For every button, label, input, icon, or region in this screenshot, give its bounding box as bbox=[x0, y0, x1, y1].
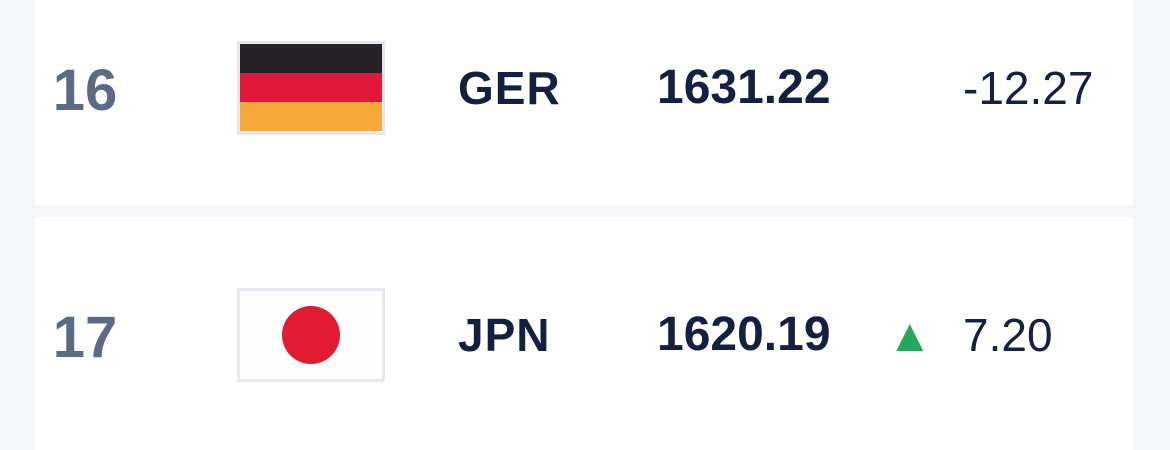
trend-arrow-icon: ▲ bbox=[887, 308, 933, 361]
points-change-cell: ▲ 7.20 bbox=[887, 308, 1133, 362]
japan-flag-icon bbox=[237, 287, 385, 382]
ranking-row-germany[interactable]: 16 GER 1631.22 -12.27 bbox=[35, 0, 1133, 205]
rank-number: 16 bbox=[52, 58, 118, 123]
germany-flag-black-stripe bbox=[240, 43, 382, 73]
points-value: 1620.19 bbox=[657, 308, 831, 361]
points-value: 1631.22 bbox=[657, 61, 831, 114]
ranking-table: 16 GER 1631.22 -12.27 17 JPN 1620.19 bbox=[35, 0, 1133, 450]
country-code: GER bbox=[458, 61, 561, 114]
germany-flag-red-stripe bbox=[240, 72, 382, 103]
points-change-cell: -12.27 bbox=[887, 61, 1133, 115]
ranking-row-japan[interactable]: 17 JPN 1620.19 ▲ 7.20 bbox=[35, 217, 1133, 450]
rank-number: 17 bbox=[52, 305, 118, 370]
change-value: -12.27 bbox=[963, 61, 1094, 114]
japan-flag-field bbox=[240, 290, 382, 379]
change-value: 7.20 bbox=[963, 308, 1053, 361]
country-code: JPN bbox=[458, 308, 551, 361]
germany-flag-icon bbox=[237, 40, 385, 135]
germany-flag-gold-stripe bbox=[240, 102, 382, 132]
japan-flag-sun-disc bbox=[282, 305, 340, 364]
